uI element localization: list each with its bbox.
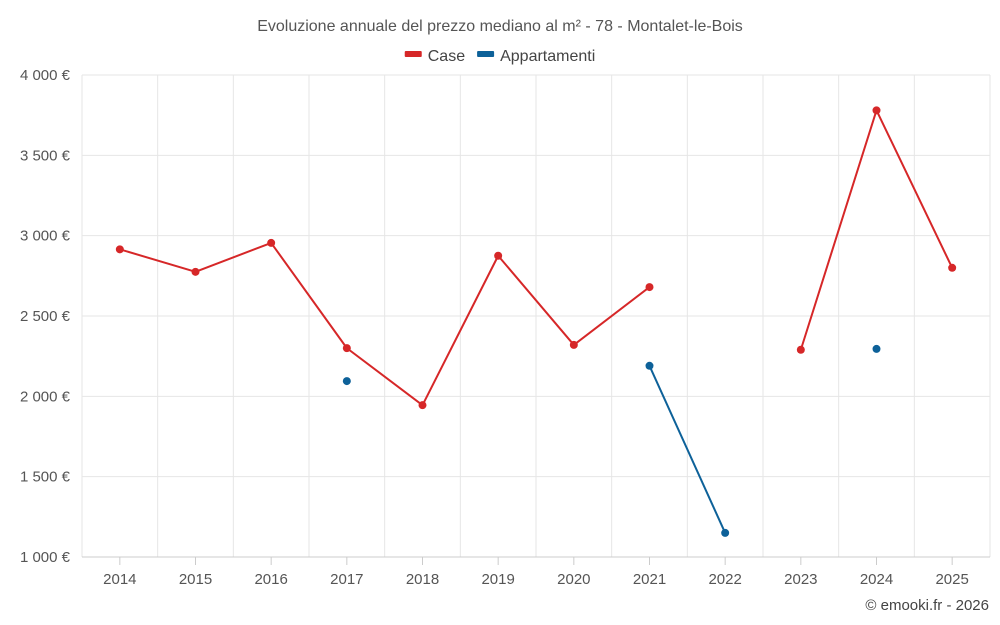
series-line-case	[799, 109, 954, 351]
data-point-case[interactable]	[494, 251, 503, 260]
data-point-case[interactable]	[115, 245, 124, 254]
data-point-case[interactable]	[948, 263, 957, 272]
y-tick-label: 1 000 €	[20, 549, 71, 566]
x-tick-label: 2018	[406, 571, 439, 588]
y-tick-label: 4 000 €	[20, 67, 71, 84]
x-tick-label: 2016	[254, 571, 287, 588]
y-tick-label: 2 000 €	[20, 388, 71, 405]
data-point-case[interactable]	[796, 345, 805, 354]
x-tick-label: 2014	[103, 571, 136, 588]
legend-label: Appartamenti	[500, 48, 595, 65]
x-tick-label: 2021	[633, 571, 666, 588]
data-point-appartamenti[interactable]	[872, 344, 881, 353]
data-point-appartamenti[interactable]	[645, 361, 654, 370]
y-tick-label: 3 000 €	[20, 228, 71, 245]
legend-item-appartamenti[interactable]: Appartamenti	[477, 48, 595, 65]
data-point-case[interactable]	[191, 267, 200, 276]
x-tick-label: 2015	[179, 571, 212, 588]
data-point-case[interactable]	[342, 344, 351, 353]
data-point-appartamenti[interactable]	[342, 377, 351, 386]
legend-swatch	[404, 51, 422, 57]
x-tick-label: 2017	[330, 571, 363, 588]
legend-item-case[interactable]: Case	[404, 48, 465, 65]
y-tick-label: 1 500 €	[20, 469, 71, 486]
data-point-case[interactable]	[418, 401, 427, 410]
data-point-appartamenti[interactable]	[721, 528, 730, 537]
credit-text: © emooki.fr - 2026	[865, 597, 989, 614]
x-tick-label: 2019	[481, 571, 514, 588]
axes: 1 000 € 1 500 € 2 000 € 2 500 € 3 000 € 3 500…	[20, 67, 990, 588]
data-point-case[interactable]	[645, 283, 654, 292]
y-tick-label: 3 500 €	[20, 147, 71, 164]
data-point-case[interactable]	[267, 238, 276, 247]
legend-label: Case	[428, 48, 465, 65]
legend-swatch	[477, 51, 495, 57]
x-tick-label: 2020	[557, 571, 590, 588]
grid	[81, 74, 991, 557]
x-tick-label: 2025	[935, 571, 968, 588]
series-area	[115, 106, 957, 537]
data-point-case[interactable]	[569, 340, 578, 349]
data-point-case[interactable]	[872, 106, 881, 115]
x-tick-label: 2024	[860, 571, 893, 588]
x-tick-label: 2023	[784, 571, 817, 588]
series-line-case	[119, 241, 651, 407]
y-tick-label: 2 500 €	[20, 308, 71, 325]
x-tick-label: 2022	[708, 571, 741, 588]
chart-title: Evoluzione annuale del prezzo mediano al…	[257, 18, 743, 35]
legend: Case Appartamenti	[404, 48, 595, 65]
series-line-appartamenti	[648, 365, 727, 534]
